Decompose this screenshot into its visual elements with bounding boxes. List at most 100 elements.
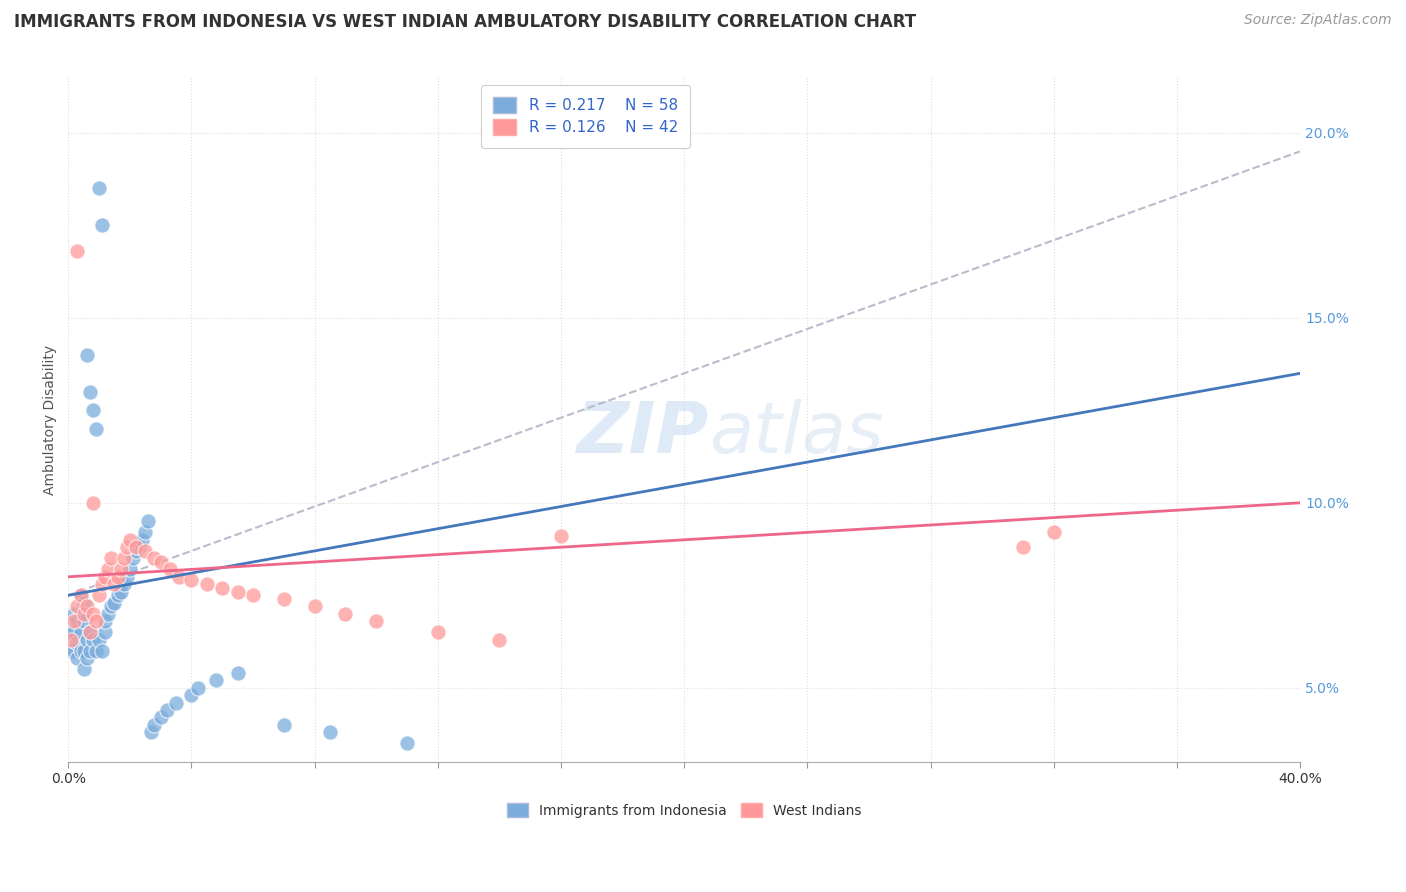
Point bbox=[131, 533, 153, 547]
Point bbox=[72, 662, 94, 676]
Point bbox=[125, 540, 148, 554]
Point bbox=[76, 632, 98, 647]
Point bbox=[100, 599, 122, 614]
Point bbox=[136, 514, 159, 528]
Point bbox=[84, 644, 107, 658]
Text: IMMIGRANTS FROM INDONESIA VS WEST INDIAN AMBULATORY DISABILITY CORRELATION CHART: IMMIGRANTS FROM INDONESIA VS WEST INDIAN… bbox=[14, 13, 917, 31]
Text: ZIP: ZIP bbox=[576, 399, 709, 467]
Point bbox=[167, 570, 190, 584]
Point bbox=[319, 725, 342, 739]
Point bbox=[63, 607, 86, 621]
Point bbox=[112, 551, 135, 566]
Point bbox=[66, 599, 89, 614]
Point bbox=[82, 496, 104, 510]
Point bbox=[159, 562, 181, 576]
Point bbox=[91, 644, 114, 658]
Point bbox=[97, 562, 120, 576]
Point bbox=[165, 696, 187, 710]
Point bbox=[87, 632, 110, 647]
Point bbox=[72, 607, 94, 621]
Point bbox=[60, 632, 83, 647]
Point bbox=[69, 588, 91, 602]
Point bbox=[69, 625, 91, 640]
Point bbox=[94, 570, 117, 584]
Point bbox=[63, 625, 86, 640]
Point bbox=[118, 562, 141, 576]
Point bbox=[187, 681, 209, 695]
Point bbox=[134, 544, 156, 558]
Point bbox=[122, 551, 145, 566]
Point bbox=[366, 614, 388, 628]
Point bbox=[1012, 540, 1035, 554]
Point bbox=[79, 644, 101, 658]
Point bbox=[205, 673, 228, 688]
Point bbox=[226, 665, 249, 680]
Point bbox=[149, 710, 172, 724]
Point bbox=[488, 632, 510, 647]
Point bbox=[87, 588, 110, 602]
Point bbox=[100, 551, 122, 566]
Point bbox=[426, 625, 449, 640]
Point bbox=[91, 219, 114, 233]
Point bbox=[149, 555, 172, 569]
Point bbox=[134, 525, 156, 540]
Point bbox=[82, 403, 104, 417]
Point bbox=[66, 636, 89, 650]
Point bbox=[72, 596, 94, 610]
Point bbox=[63, 644, 86, 658]
Point bbox=[128, 540, 150, 554]
Point bbox=[550, 529, 572, 543]
Point bbox=[79, 625, 101, 640]
Point bbox=[156, 703, 179, 717]
Text: atlas: atlas bbox=[709, 399, 883, 467]
Point bbox=[103, 577, 125, 591]
Point bbox=[97, 607, 120, 621]
Point bbox=[143, 551, 166, 566]
Point bbox=[195, 577, 218, 591]
Point bbox=[273, 592, 295, 607]
Point bbox=[107, 570, 129, 584]
Point bbox=[118, 533, 141, 547]
Point bbox=[242, 588, 264, 602]
Point bbox=[211, 581, 233, 595]
Point bbox=[94, 614, 117, 628]
Point bbox=[69, 644, 91, 658]
Point bbox=[84, 614, 107, 628]
Point bbox=[226, 584, 249, 599]
Point bbox=[82, 607, 104, 621]
Point bbox=[60, 644, 83, 658]
Text: Source: ZipAtlas.com: Source: ZipAtlas.com bbox=[1244, 13, 1392, 28]
Point bbox=[72, 614, 94, 628]
Point bbox=[76, 651, 98, 665]
Point bbox=[69, 588, 91, 602]
Point bbox=[82, 632, 104, 647]
Point bbox=[110, 584, 132, 599]
Point bbox=[180, 688, 202, 702]
Point bbox=[304, 599, 326, 614]
Legend: Immigrants from Indonesia, West Indians: Immigrants from Indonesia, West Indians bbox=[502, 797, 866, 823]
Point bbox=[76, 348, 98, 362]
Point bbox=[1042, 525, 1064, 540]
Point bbox=[180, 574, 202, 588]
Point bbox=[110, 562, 132, 576]
Point bbox=[273, 718, 295, 732]
Point bbox=[63, 614, 86, 628]
Point bbox=[79, 625, 101, 640]
Point bbox=[141, 725, 163, 739]
Point bbox=[66, 614, 89, 628]
Point bbox=[94, 625, 117, 640]
Point bbox=[125, 544, 148, 558]
Point bbox=[66, 244, 89, 259]
Point bbox=[115, 540, 138, 554]
Point bbox=[115, 570, 138, 584]
Point bbox=[69, 607, 91, 621]
Y-axis label: Ambulatory Disability: Ambulatory Disability bbox=[44, 344, 58, 495]
Point bbox=[395, 736, 418, 750]
Point bbox=[112, 577, 135, 591]
Point bbox=[79, 384, 101, 399]
Point bbox=[76, 599, 98, 614]
Point bbox=[91, 577, 114, 591]
Point bbox=[143, 718, 166, 732]
Point bbox=[72, 644, 94, 658]
Point bbox=[107, 588, 129, 602]
